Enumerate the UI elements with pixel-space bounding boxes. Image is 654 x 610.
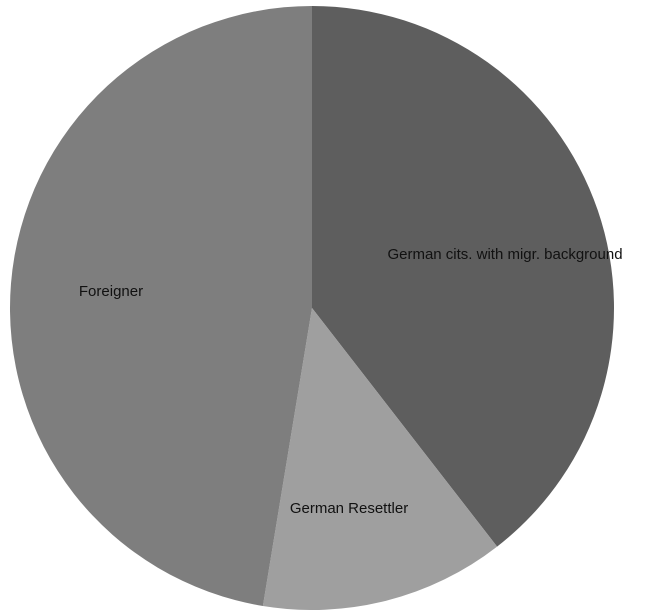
pie-label-german-resettler: German Resettler bbox=[290, 500, 408, 517]
pie-label-foreigner: Foreigner bbox=[79, 283, 143, 300]
pie-slice-german-cits-with-migr-background bbox=[312, 5, 615, 547]
pie-labels: German cits. with migr. background German… bbox=[79, 246, 623, 517]
pie-slices bbox=[9, 5, 615, 610]
pie-slice-foreigner bbox=[9, 5, 312, 606]
pie-label-german-cits-with-migr-background: German cits. with migr. background bbox=[387, 246, 622, 263]
pie-slice-german-resettler bbox=[262, 308, 498, 610]
